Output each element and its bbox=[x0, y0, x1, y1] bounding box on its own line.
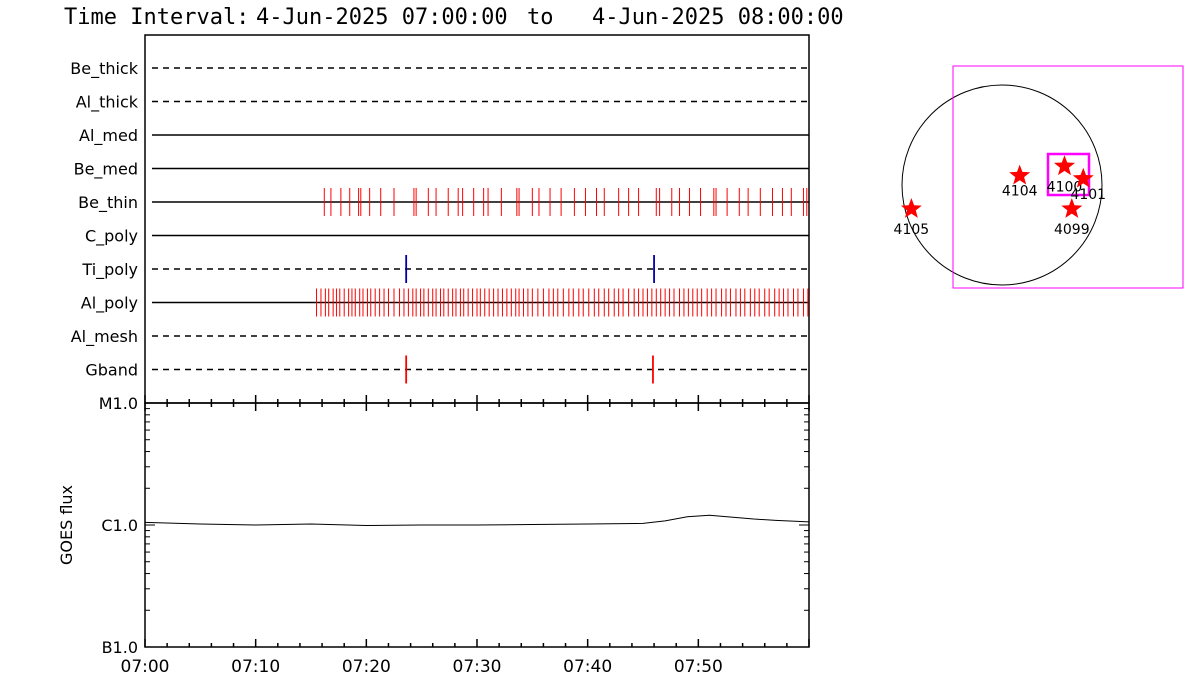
ar-label: 4105 bbox=[894, 222, 930, 238]
filter-panel-frame bbox=[144, 34, 810, 404]
x-ticklabel: 07:00 bbox=[121, 657, 170, 677]
x-ticklabel: 07:50 bbox=[674, 657, 723, 677]
x-ticklabel: 07:20 bbox=[342, 657, 391, 677]
goes-ylabel: GOES flux bbox=[57, 485, 76, 565]
fov-box-small bbox=[1046, 152, 1091, 197]
ar-star-marker bbox=[1072, 167, 1094, 188]
filter-row-label: Ti_poly bbox=[81, 260, 138, 280]
ar-star-marker bbox=[1009, 164, 1031, 185]
filter-timeline-panel: Be_thick Al_thick Al_med Be_med Be_thin C_pol… bbox=[70, 34, 810, 404]
title: Time Interval: 4-Jun-2025 07:00:00 to 4-… bbox=[64, 5, 844, 30]
filter-row-label: Be_med bbox=[74, 160, 138, 180]
goes-flux-line bbox=[144, 514, 810, 527]
filter-row-label: Be_thick bbox=[70, 59, 138, 79]
filter-row-label: Gband bbox=[85, 361, 138, 380]
ar-label: 4100 bbox=[1047, 179, 1083, 195]
x-ticklabel: 07:40 bbox=[563, 657, 612, 677]
goes-y-ticklabel: C1.0 bbox=[101, 516, 138, 535]
x-ticklabel: 07:10 bbox=[231, 657, 280, 677]
filter-row-label: C_poly bbox=[85, 227, 138, 247]
title-label: Time Interval: bbox=[64, 5, 249, 30]
title-start: 4-Jun-2025 07:00:00 bbox=[256, 5, 508, 30]
title-sep: to bbox=[527, 5, 554, 30]
filter-row-label: Be_thin bbox=[78, 193, 138, 213]
title-end: 4-Jun-2025 08:00:00 bbox=[592, 5, 844, 30]
x-ticklabel: 07:30 bbox=[453, 657, 502, 677]
filter-row-label: Al_med bbox=[79, 126, 138, 146]
goes-y-ticklabel: B1.0 bbox=[102, 638, 138, 657]
ar-label: 4099 bbox=[1054, 222, 1090, 238]
goes-y-ticklabel: M1.0 bbox=[99, 394, 138, 413]
ar-star-marker bbox=[1061, 198, 1083, 218]
ar-star-marker bbox=[1054, 155, 1075, 176]
solar-disk bbox=[901, 84, 1103, 286]
filter-row-label: Al_thick bbox=[76, 93, 139, 113]
goes-panel: M1.0 C1.0 B1.0 GOES flux 07:00 07:10 07:20 07… bbox=[57, 394, 810, 677]
filter-row-label: Al_mesh bbox=[71, 327, 138, 347]
ar-star-marker bbox=[900, 198, 922, 218]
fov-box-large bbox=[952, 65, 1184, 289]
ar-label: 4104 bbox=[1002, 184, 1038, 200]
filter-row-label: Al_poly bbox=[81, 294, 138, 314]
ar-label: 4101 bbox=[1070, 187, 1106, 203]
